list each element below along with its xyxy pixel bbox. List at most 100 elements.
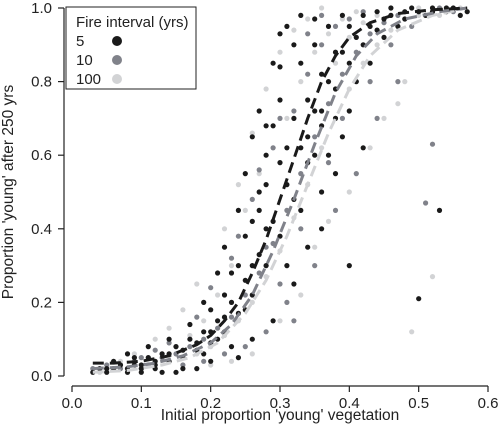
data-point-5 bbox=[228, 344, 235, 350]
legend-label-5: 5 bbox=[76, 33, 84, 50]
data-point-10 bbox=[249, 196, 255, 202]
data-point-5 bbox=[277, 31, 283, 37]
data-point-5 bbox=[346, 23, 352, 29]
data-point-5 bbox=[312, 108, 318, 114]
data-point-100 bbox=[194, 281, 200, 287]
legend-label-10: 10 bbox=[76, 52, 93, 69]
data-point-10 bbox=[291, 108, 297, 114]
data-point-5 bbox=[194, 366, 200, 372]
data-point-10 bbox=[221, 351, 228, 357]
data-point-10 bbox=[305, 71, 311, 77]
data-point-5 bbox=[416, 296, 422, 302]
data-point-5 bbox=[235, 207, 241, 213]
data-point-10 bbox=[270, 145, 276, 151]
data-point-100 bbox=[436, 12, 443, 18]
data-point-100 bbox=[152, 336, 158, 342]
data-point-10 bbox=[374, 115, 380, 121]
data-point-5 bbox=[277, 64, 283, 70]
data-point-5 bbox=[215, 270, 221, 276]
data-point-10 bbox=[367, 31, 373, 37]
data-point-5 bbox=[409, 5, 415, 11]
data-point-5 bbox=[291, 115, 297, 121]
data-point-10 bbox=[208, 285, 214, 291]
data-point-5 bbox=[277, 97, 283, 103]
data-point-5 bbox=[360, 145, 366, 151]
data-point-10 bbox=[319, 12, 325, 18]
fit-line-5 bbox=[92, 6, 468, 365]
data-point-5 bbox=[145, 344, 151, 350]
data-point-5 bbox=[284, 263, 290, 269]
legend-marker-100 bbox=[112, 74, 122, 84]
data-point-5 bbox=[256, 207, 262, 213]
data-point-5 bbox=[242, 171, 248, 177]
data-point-5 bbox=[159, 369, 165, 375]
data-point-10 bbox=[152, 347, 158, 353]
data-point-5 bbox=[367, 60, 373, 66]
data-point-5 bbox=[270, 318, 276, 324]
data-point-100 bbox=[242, 207, 248, 213]
data-point-5 bbox=[263, 182, 269, 188]
data-point-10 bbox=[305, 31, 311, 37]
data-point-100 bbox=[416, 5, 422, 11]
data-point-100 bbox=[180, 307, 186, 313]
data-point-5 bbox=[263, 226, 269, 232]
data-point-100 bbox=[201, 318, 207, 324]
data-point-5 bbox=[138, 369, 144, 375]
legend-marker-5 bbox=[112, 36, 122, 46]
data-point-10 bbox=[228, 314, 235, 320]
data-point-100 bbox=[367, 145, 373, 151]
data-point-100 bbox=[395, 101, 401, 107]
data-point-5 bbox=[270, 60, 276, 66]
data-point-10 bbox=[388, 42, 394, 48]
data-point-10 bbox=[291, 318, 297, 324]
data-point-100 bbox=[332, 60, 339, 66]
data-point-5 bbox=[381, 34, 387, 41]
data-point-100 bbox=[249, 299, 255, 305]
data-point-100 bbox=[298, 292, 304, 298]
data-point-5 bbox=[346, 108, 352, 114]
data-point-100 bbox=[277, 318, 283, 324]
y-axis-title: Proportion 'young' after 250 yrs bbox=[0, 85, 17, 300]
data-point-5 bbox=[138, 366, 144, 372]
data-point-100 bbox=[312, 49, 318, 55]
data-point-10 bbox=[298, 226, 304, 232]
data-point-100 bbox=[381, 115, 387, 121]
data-point-100 bbox=[346, 189, 352, 195]
data-point-10 bbox=[215, 325, 221, 331]
y-tick-label: 0.4 bbox=[31, 221, 52, 238]
data-point-100 bbox=[402, 79, 408, 85]
data-point-5 bbox=[464, 9, 470, 15]
data-point-100 bbox=[298, 79, 304, 85]
data-point-5 bbox=[131, 355, 137, 361]
y-tick-label: 0.8 bbox=[31, 74, 52, 91]
fit-line-100 bbox=[92, 6, 468, 374]
data-point-10 bbox=[319, 42, 325, 48]
data-point-5 bbox=[312, 152, 318, 158]
data-point-100 bbox=[256, 171, 262, 177]
data-point-10 bbox=[423, 200, 429, 206]
data-point-100 bbox=[429, 274, 436, 280]
data-point-5 bbox=[298, 145, 304, 151]
data-point-10 bbox=[235, 233, 241, 239]
data-point-10 bbox=[256, 167, 262, 173]
data-point-10 bbox=[395, 79, 401, 85]
data-point-10 bbox=[284, 299, 290, 305]
data-point-10 bbox=[180, 362, 186, 368]
data-point-5 bbox=[339, 12, 345, 18]
data-point-5 bbox=[291, 42, 297, 48]
legend-box bbox=[65, 6, 197, 90]
data-point-5 bbox=[208, 307, 214, 313]
data-point-100 bbox=[409, 329, 415, 335]
x-tick-label: 0.1 bbox=[131, 395, 152, 412]
data-point-5 bbox=[388, 5, 394, 11]
data-point-5 bbox=[215, 318, 221, 324]
data-point-5 bbox=[457, 12, 463, 18]
data-point-100 bbox=[277, 49, 283, 55]
data-point-5 bbox=[277, 160, 283, 166]
data-point-100 bbox=[263, 86, 269, 92]
data-point-5 bbox=[138, 362, 144, 368]
data-point-10 bbox=[138, 355, 144, 361]
data-point-5 bbox=[242, 233, 248, 239]
data-point-5 bbox=[187, 321, 193, 328]
legend-label-100: 100 bbox=[76, 71, 101, 88]
